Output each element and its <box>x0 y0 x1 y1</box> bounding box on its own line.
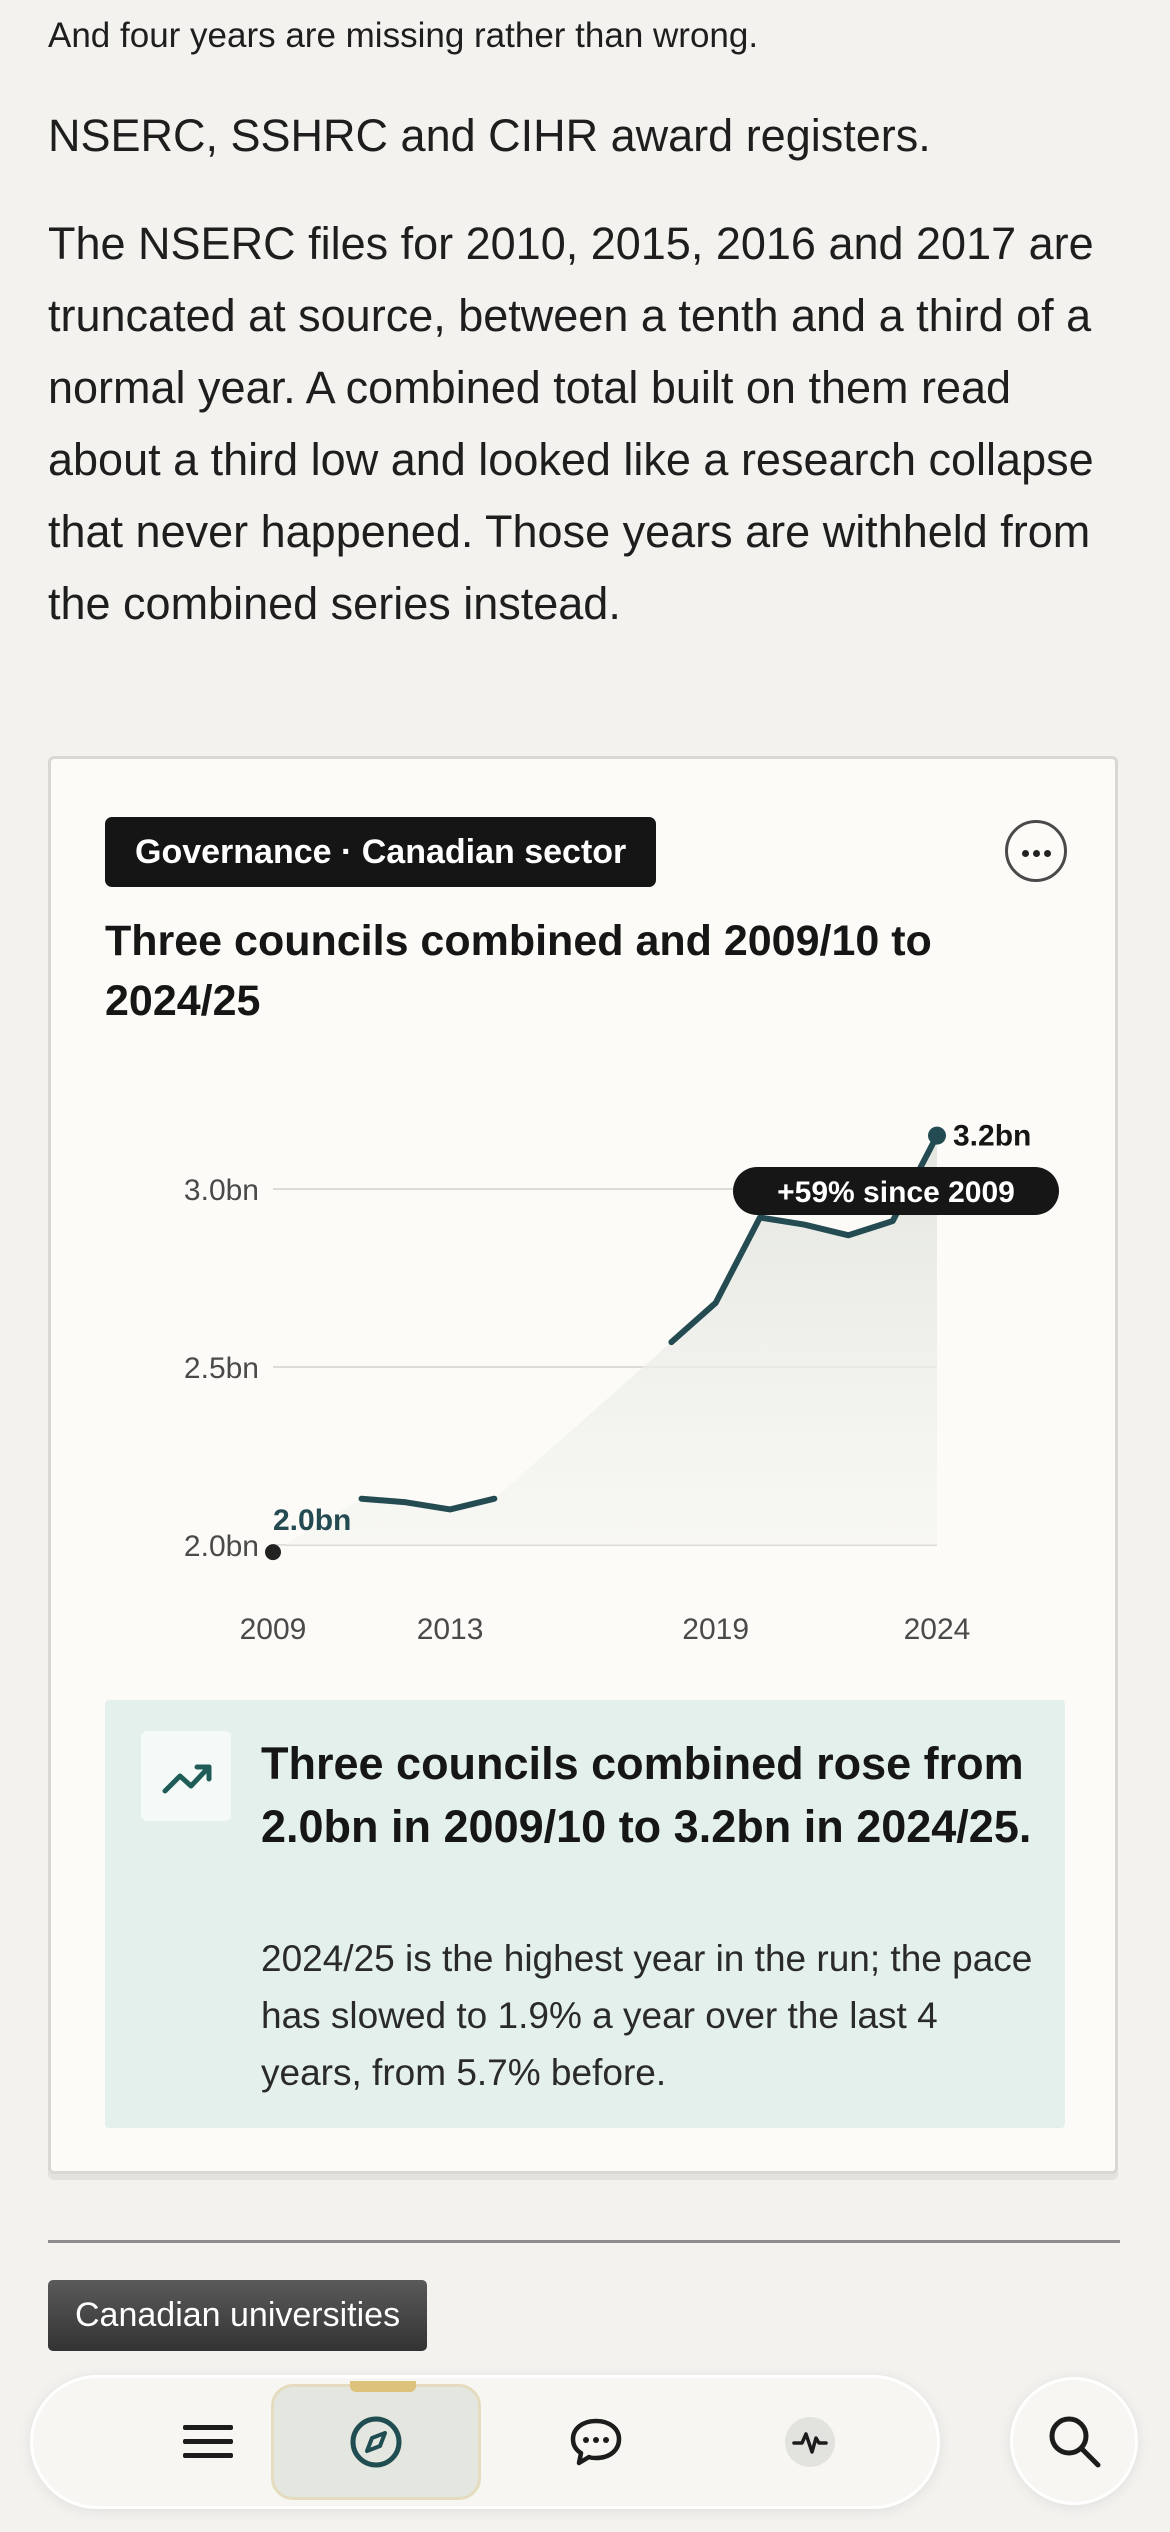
y-tick-label: 2.0bn <box>184 1530 259 1563</box>
start-point <box>265 1544 281 1561</box>
compass-icon <box>350 2416 402 2468</box>
series-line <box>668 1132 940 1346</box>
x-tick-label: 2013 <box>417 1613 484 1646</box>
nav-chat-tab[interactable] <box>491 2384 701 2500</box>
nav-menu-tab[interactable] <box>103 2384 313 2500</box>
y-tick-label: 2.5bn <box>184 1352 259 1385</box>
more-options-button[interactable] <box>1005 820 1067 882</box>
chart-title: Three councils combined and 2009/10 to 2… <box>105 917 932 1025</box>
intro-line: And four years are missing rather than w… <box>48 16 759 55</box>
series-area <box>273 1135 937 1553</box>
callout-text: +59% since 2009 <box>777 1176 1015 1209</box>
line-chart: 2.0bn 2.5bn 3.0bn 2009 2013 2019 2024 2.0bn 3.2… <box>184 1120 1059 1646</box>
trending-up-icon <box>141 1731 231 1821</box>
bottom-nav <box>30 2375 940 2509</box>
article-paragraph: The NSERC files for 2010, 2015, 2016 and… <box>48 218 1094 629</box>
callout-pill <box>733 1167 1059 1215</box>
start-value-label: 2.0bn <box>273 1504 351 1537</box>
insight-headline: Three councils combined rose from 2.0bn … <box>261 1738 1032 1852</box>
search-button[interactable] <box>1010 2377 1138 2505</box>
section-tag[interactable]: Canadian universities <box>48 2280 428 2351</box>
section-subhead: NSERC, SSHRC and CIHR award registers. <box>48 110 931 161</box>
chat-bubble-icon <box>570 2418 622 2466</box>
x-tick-label: 2019 <box>682 1613 749 1646</box>
x-tick-label: 2009 <box>240 1613 307 1646</box>
change-callout: +59% since 2009 <box>733 1167 1059 1215</box>
series-line <box>358 1495 498 1513</box>
nav-activity-tab[interactable] <box>705 2384 915 2500</box>
insight-body: 2024/25 is the highest year in the run; … <box>261 1938 1033 2093</box>
end-point <box>928 1126 946 1145</box>
chart-card: Governance · Canadian sector Three counc… <box>48 756 1118 2174</box>
active-indicator <box>350 2381 416 2392</box>
y-tick-label: 3.0bn <box>184 1174 259 1207</box>
insight-panel: Three councils combined rose from 2.0bn … <box>105 1700 1065 2128</box>
menu-icon <box>183 2425 233 2458</box>
section-divider <box>48 2240 1120 2243</box>
search-icon <box>1049 2416 1101 2468</box>
activity-pulse-icon <box>785 2417 835 2467</box>
end-value-label: 3.2bn <box>953 1120 1031 1153</box>
category-tag: Governance · Canadian sector <box>105 817 657 887</box>
x-tick-label: 2024 <box>904 1613 971 1646</box>
nav-explore-tab[interactable] <box>271 2381 481 2500</box>
